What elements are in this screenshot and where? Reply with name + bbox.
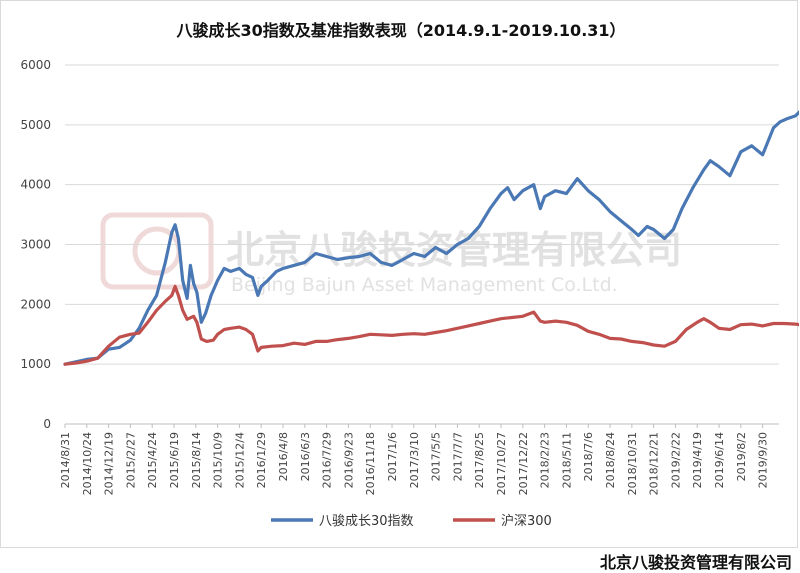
y-tick-label: 4000 xyxy=(20,178,51,192)
x-tick-label: 2019/6/14 xyxy=(713,432,726,488)
x-tick-label: 2014/10/24 xyxy=(81,432,94,495)
series-line-hs300 xyxy=(63,284,799,366)
x-tick-labels: 2014/8/31 2014/10/24 2014/12/19 2015/2/27 20… xyxy=(59,424,770,495)
legend-label-bajun-30: 八骏成长30指数 xyxy=(319,514,414,529)
x-tick-label: 2018/7/6 xyxy=(582,432,595,481)
x-tick-label: 2018/10/31 xyxy=(626,432,639,495)
x-tick-label: 2015/6/19 xyxy=(168,432,181,488)
y-tick-label: 2000 xyxy=(20,297,51,311)
x-tick-label: 2019/8/2 xyxy=(735,432,748,481)
legend: 八骏成长30指数 沪深300 xyxy=(271,513,552,529)
watermark-logo xyxy=(100,212,214,290)
x-tick-label: 2017/10/27 xyxy=(495,432,508,495)
x-tick-label: 2016/1/29 xyxy=(255,432,268,488)
x-tick-label: 2017/8/25 xyxy=(473,432,486,488)
x-tick-label: 2019/4/19 xyxy=(691,432,704,488)
x-tick-label: 2017/1/6 xyxy=(386,432,399,481)
series-layer xyxy=(63,110,799,366)
watermark-text-en: Beijing Bajun Asset Management Co.Ltd. xyxy=(231,274,618,296)
x-tick-label: 2016/11/18 xyxy=(364,432,377,495)
x-tick-label: 2019/9/30 xyxy=(757,432,770,488)
y-tick-label: 5000 xyxy=(20,118,51,132)
x-tick-label: 2018/8/24 xyxy=(604,432,617,488)
y-tick-label: 1000 xyxy=(20,357,51,371)
chart-svg: 八骏成长30指数及基准指数表现（2014.9.1-2019.10.31） 北京八… xyxy=(20,21,799,529)
y-tick-label: 6000 xyxy=(20,58,51,72)
x-tick-label: 2017/7/7 xyxy=(451,432,464,481)
x-tick-label: 2014/12/19 xyxy=(103,432,116,495)
y-tick-labels: 0 1000 2000 3000 4000 5000 6000 xyxy=(20,58,51,431)
x-tick-label: 2018/5/11 xyxy=(560,432,573,488)
legend-label-hs300: 沪深300 xyxy=(501,513,552,529)
x-tick-label: 2017/5/5 xyxy=(430,432,443,481)
x-tick-label: 2015/10/9 xyxy=(212,432,225,488)
y-tick-label: 3000 xyxy=(20,238,51,252)
x-tick-label: 2015/8/14 xyxy=(190,432,203,488)
x-tick-label: 2018/12/21 xyxy=(648,432,661,495)
company-footer: 北京八骏投资管理有限公司 xyxy=(599,553,792,572)
x-tick-label: 2018/2/23 xyxy=(539,432,552,488)
y-tick-label: 0 xyxy=(43,417,51,431)
x-tick-label: 2016/7/29 xyxy=(321,432,334,488)
x-tick-label: 2016/4/8 xyxy=(277,432,290,481)
x-tick-label: 2015/12/4 xyxy=(233,432,246,488)
x-tick-label: 2015/2/27 xyxy=(124,432,137,488)
x-tick-label: 2017/3/10 xyxy=(408,432,421,488)
x-tick-label: 2016/6/3 xyxy=(299,432,312,481)
x-tick-label: 2017/12/22 xyxy=(517,432,530,495)
x-tick-label: 2019/2/22 xyxy=(669,432,682,488)
x-tick-label: 2016/9/23 xyxy=(342,432,355,488)
x-tick-label: 2014/8/31 xyxy=(59,432,72,488)
x-tick-label: 2015/4/24 xyxy=(146,432,159,488)
series-line-bajun-30 xyxy=(63,110,799,366)
grid-layer xyxy=(65,64,779,425)
chart-title: 八骏成长30指数及基准指数表现（2014.9.1-2019.10.31） xyxy=(175,21,625,40)
chart-frame: 八骏成长30指数及基准指数表现（2014.9.1-2019.10.31） 北京八… xyxy=(0,0,799,548)
